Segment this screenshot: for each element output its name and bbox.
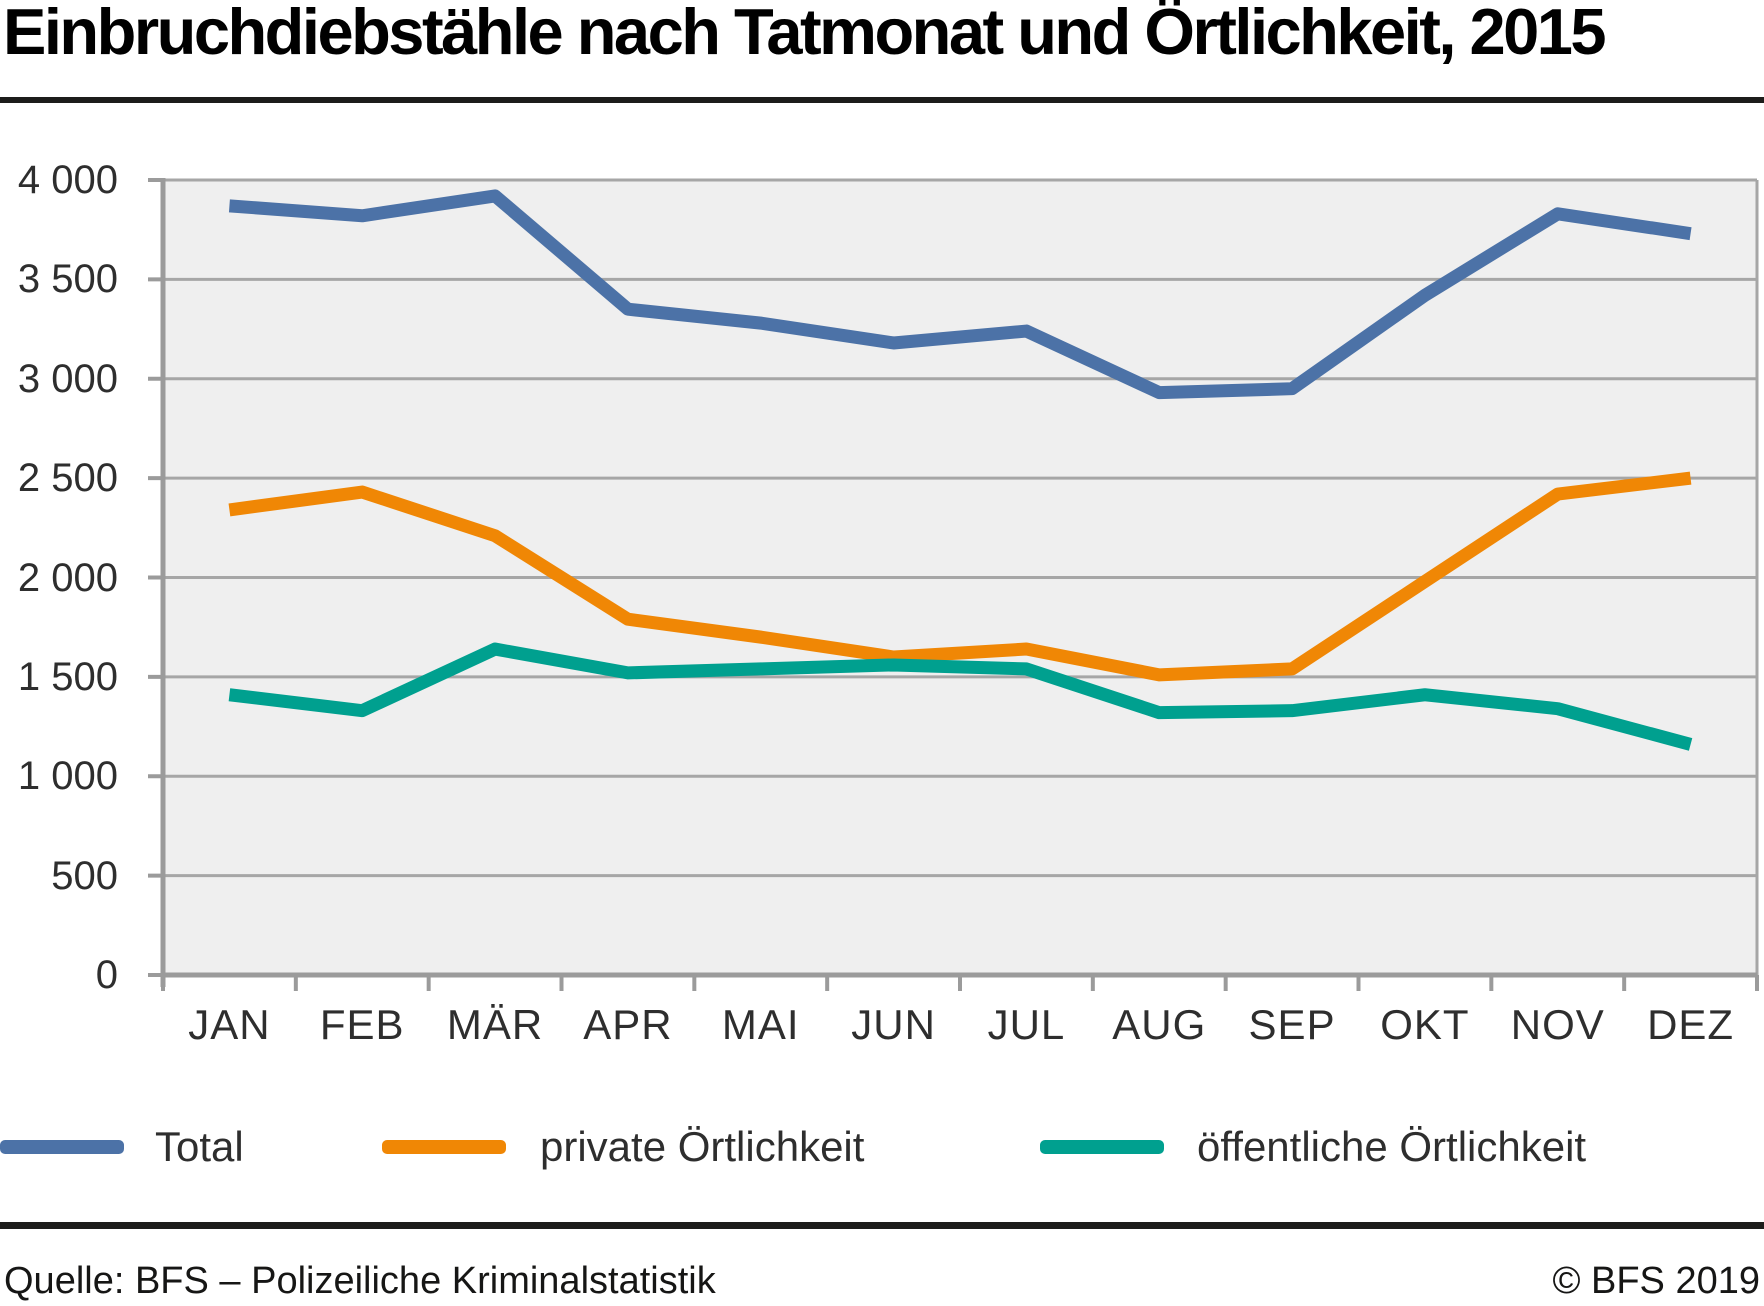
legend-swatch-public — [1040, 1140, 1164, 1154]
x-tick-label: OKT — [1380, 1001, 1470, 1048]
y-tick-label: 500 — [51, 853, 118, 898]
title-rule — [0, 97, 1764, 103]
y-tick-label: 1 500 — [17, 654, 118, 699]
y-tick-label: 1 000 — [17, 754, 118, 799]
x-tick-label: AUG — [1112, 1001, 1207, 1048]
footer-rule — [0, 1222, 1764, 1229]
source-note: Quelle: BFS – Polizeiliche Kriminalstati… — [4, 1260, 716, 1302]
x-tick-label: SEP — [1248, 1001, 1336, 1048]
copyright-note: © BFS 2019 — [1552, 1260, 1760, 1302]
x-tick-label: NOV — [1510, 1001, 1605, 1048]
legend-swatch-total — [0, 1140, 124, 1154]
x-tick-label: JUL — [987, 1001, 1066, 1048]
legend-swatch-private — [382, 1140, 506, 1154]
legend-label-public: öffentliche Örtlichkeit — [1197, 1123, 1587, 1170]
x-tick-label: JUN — [851, 1001, 936, 1048]
x-tick-label: MAI — [721, 1001, 800, 1048]
chart-title: Einbruchdiebstähle nach Tatmonat und Ört… — [3, 0, 1607, 68]
x-tick-label: JAN — [188, 1001, 271, 1048]
x-tick-label: FEB — [319, 1001, 405, 1048]
legend-label-private: private Örtlichkeit — [540, 1123, 865, 1170]
y-tick-label: 2 500 — [17, 456, 118, 501]
y-tick-label: 0 — [95, 953, 118, 997]
y-tick-label: 3 000 — [17, 356, 118, 401]
y-tick-label: 2 000 — [17, 555, 118, 600]
x-tick-label: APR — [583, 1001, 673, 1048]
x-tick-label: MÄR — [446, 1001, 544, 1048]
legend-label-total: Total — [155, 1123, 244, 1170]
y-tick-label: 4 000 — [17, 158, 118, 202]
x-tick-label: DEZ — [1647, 1001, 1735, 1048]
y-tick-label: 3 500 — [17, 257, 118, 302]
